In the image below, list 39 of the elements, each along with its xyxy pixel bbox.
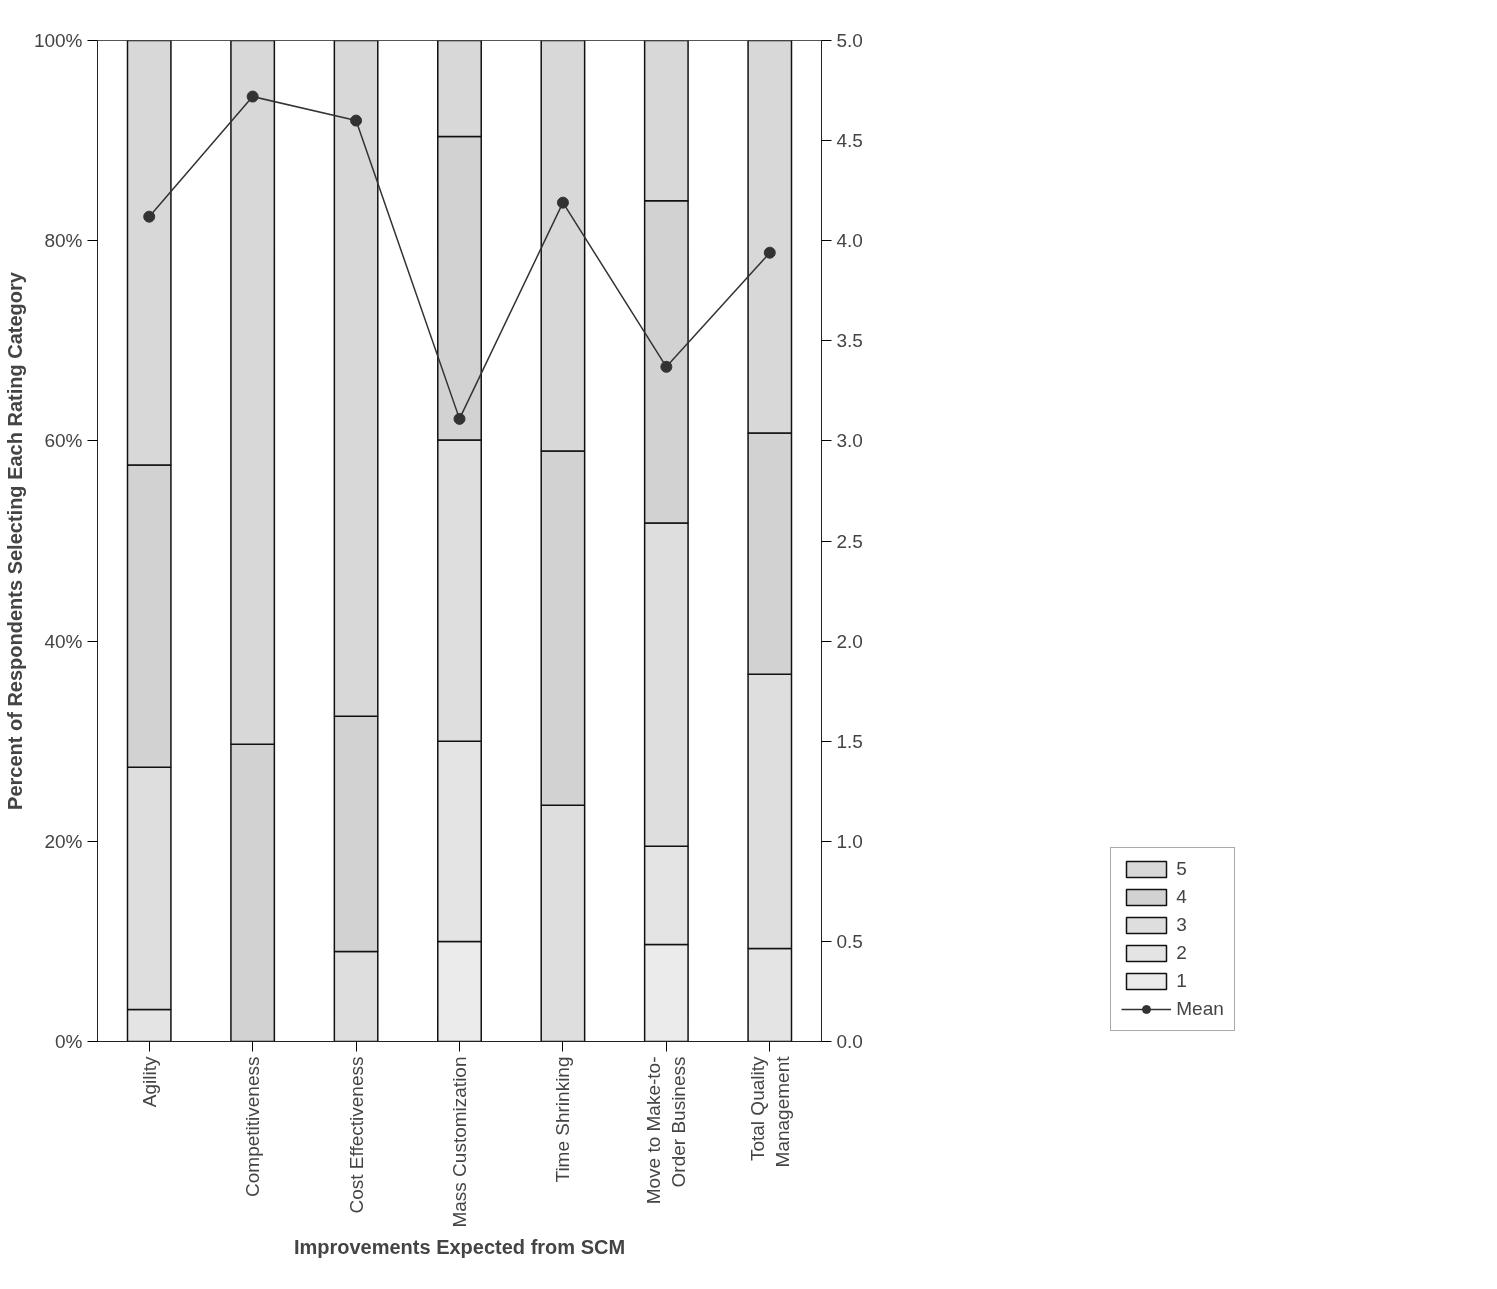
legend-label: 2 [1176, 942, 1188, 964]
y-tick-label: 80% [44, 230, 83, 252]
legend-label: 3 [1176, 914, 1188, 936]
legend-label: Mean [1176, 998, 1224, 1020]
point [143, 210, 156, 223]
y2-tick-label: 0.5 [836, 930, 863, 952]
y2-tick-label: 0.0 [836, 1031, 863, 1052]
x-tick-label: Agility [138, 1056, 160, 1108]
y-axis-title: Percent of Respondents Selecting Each Rating Category [3, 271, 26, 810]
point [453, 412, 466, 425]
legend-label: 1 [1176, 970, 1188, 992]
x-tick-label: Competitiveness [242, 1056, 264, 1197]
y2-tick-label: 4.0 [836, 230, 863, 252]
point [350, 114, 363, 127]
y-tick-label: 100% [33, 30, 83, 51]
y-tick-label: 40% [44, 630, 83, 652]
point [556, 196, 569, 209]
y2-tick-label: 3.0 [836, 430, 863, 452]
y-tick-label: 60% [44, 430, 83, 452]
y-tick-label: 0% [55, 1031, 83, 1052]
x-tick-label: Move to Make-to-Order Business [643, 1056, 690, 1205]
x-tick-label: Cost Effectiveness [345, 1056, 367, 1214]
y-tick-label: 20% [44, 830, 83, 852]
x-tick-label: Total Quality Management [746, 1055, 793, 1168]
point [246, 90, 259, 103]
y2-tick-label: 2.5 [836, 530, 863, 552]
point [660, 360, 673, 373]
x-tick-label: Mass Customization [449, 1056, 470, 1228]
x-tick-label: Time Shrinking [552, 1056, 574, 1183]
legend-label: 5 [1176, 858, 1188, 880]
y2-tick-label: 5.0 [836, 30, 863, 51]
y2-tick-label: 1.5 [836, 730, 863, 752]
y2-tick-label: 4.5 [836, 130, 863, 152]
y2-tick-label: 2.0 [836, 630, 863, 652]
y2-tick-label: 1.0 [836, 830, 863, 852]
point [763, 246, 776, 259]
legend-label: 4 [1176, 886, 1188, 908]
x-axis-title: Improvements Expected from SCM [293, 1235, 626, 1258]
y2-tick-label: 3.5 [836, 330, 863, 352]
